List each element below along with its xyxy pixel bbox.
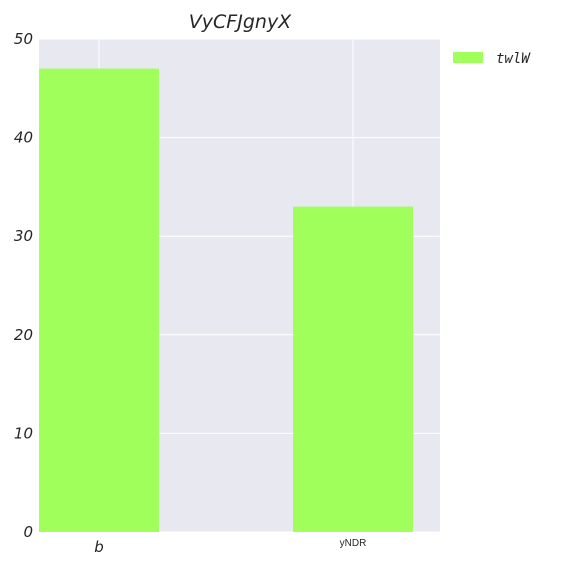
x-tick-label-yNDR: yNDR: [340, 538, 367, 549]
y-axis-ticks: 0 10 20 30 40 50: [14, 30, 33, 541]
bar-b: [39, 68, 159, 532]
y-tick-label-20: 20: [14, 326, 33, 344]
legend: twlW: [453, 51, 531, 67]
legend-label-twlW: twlW: [496, 51, 531, 67]
x-tick-label-b: b: [94, 538, 104, 556]
x-axis-ticks: b yNDR: [94, 538, 366, 556]
bar-yNDR: [293, 206, 413, 532]
y-tick-label-50: 50: [14, 30, 33, 48]
chart-title: VyCFJgnyX: [189, 11, 292, 33]
legend-swatch-twlW: [453, 52, 483, 63]
bars: [39, 68, 413, 532]
y-tick-label-40: 40: [14, 129, 33, 147]
y-tick-label-0: 0: [23, 523, 33, 541]
y-tick-label-30: 30: [14, 227, 33, 245]
y-tick-label-10: 10: [14, 424, 33, 442]
